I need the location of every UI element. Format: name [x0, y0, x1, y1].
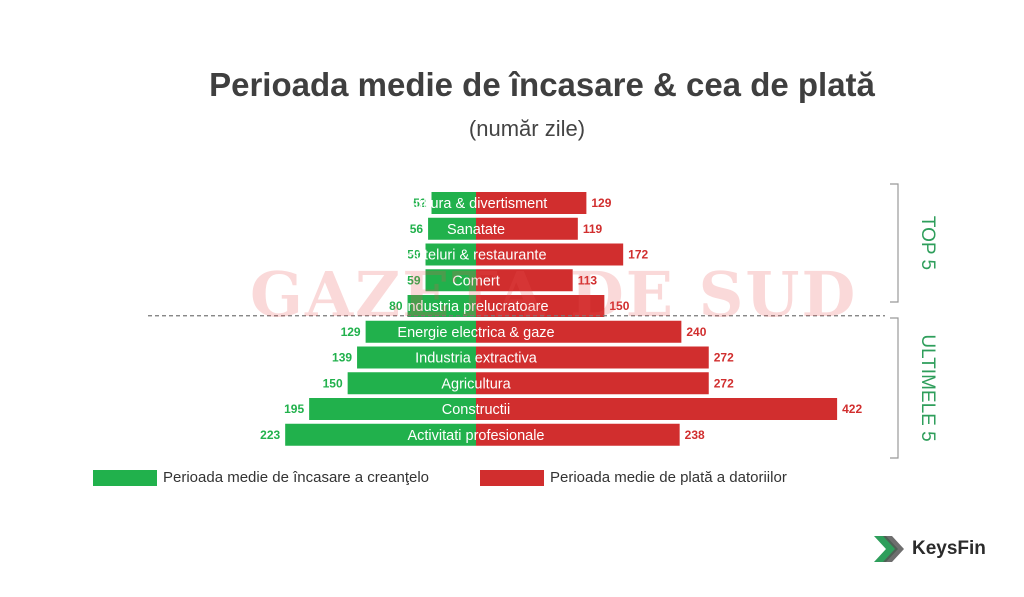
category-label: Cultura & divertisment	[405, 196, 548, 212]
bar-receivables	[407, 295, 476, 317]
data-label-receivables: 59	[407, 273, 421, 287]
bar-receivables	[425, 269, 476, 292]
bar-payables	[476, 295, 605, 317]
data-label-payables: 422	[842, 402, 862, 416]
legend-swatch-payables	[480, 469, 544, 486]
legend-swatch-receivables	[93, 469, 157, 486]
data-label-receivables: 52	[413, 196, 427, 210]
category-label: Activitati profesionale	[407, 428, 544, 444]
legend-item-receivables: Perioada medie de încasare a creanţelo	[93, 469, 429, 486]
keysfin-logo: KeysFin	[872, 534, 986, 564]
category-label: Comert	[452, 273, 500, 289]
data-label-payables: 172	[628, 248, 648, 262]
group-label: TOP 5	[917, 216, 938, 270]
bar-receivables	[309, 398, 476, 420]
keysfin-chevron-icon	[874, 536, 904, 562]
data-label-receivables: 80	[389, 299, 403, 313]
data-label-payables: 240	[686, 325, 706, 339]
data-label-payables: 129	[591, 196, 611, 210]
category-label: Hoteluri & restaurante	[405, 248, 546, 264]
category-label: Sanatate	[447, 222, 505, 238]
bar-payables	[476, 423, 680, 446]
data-label-payables: 119	[583, 222, 603, 236]
bar-payables	[476, 269, 573, 292]
chart-title: Perioada medie de încasare & cea de plat…	[209, 66, 875, 103]
bar-payables	[476, 346, 709, 369]
bar-payables	[476, 372, 709, 395]
data-label-payables: 272	[714, 376, 734, 390]
group-bracket	[890, 317, 899, 459]
bar-receivables	[425, 243, 476, 266]
data-label-payables: 113	[578, 273, 598, 287]
bar-payables	[476, 243, 624, 266]
category-label: Constructii	[442, 402, 511, 418]
data-label-payables: 238	[685, 428, 705, 442]
data-label-receivables: 195	[284, 402, 304, 416]
data-label-receivables: 59	[407, 248, 421, 262]
legend-label-payables: Perioada medie de plată a datoriilor	[550, 469, 787, 486]
data-label-receivables: 56	[410, 222, 424, 236]
logo-text: KeysFin	[912, 538, 986, 559]
chart-subtitle: (număr zile)	[468, 116, 586, 141]
group-bracket	[890, 183, 899, 303]
bar-receivables	[285, 423, 476, 446]
bar-receivables	[365, 320, 476, 343]
data-label-payables: 150	[609, 299, 629, 313]
category-label: Agricultura	[441, 376, 511, 392]
legend-label-receivables: Perioada medie de încasare a creanţelo	[163, 469, 430, 486]
bar-receivables	[431, 192, 476, 214]
bar-payables	[476, 320, 682, 343]
group-label: ULTIMELE 5	[917, 334, 938, 441]
category-label: Industria prelucratoare	[403, 299, 548, 315]
watermark: GAZETA DE SUD	[250, 258, 858, 331]
data-label-receivables: 150	[323, 376, 343, 390]
category-label: Industria extractiva	[415, 351, 538, 367]
data-label-receivables: 223	[260, 428, 280, 442]
bar-payables	[476, 192, 587, 214]
category-label: Energie electrica & gaze	[397, 325, 554, 341]
bar-receivables	[347, 372, 476, 395]
data-label-receivables: 129	[341, 325, 361, 339]
data-label-receivables: 139	[332, 351, 352, 365]
legend-item-payables: Perioada medie de plată a datoriilor	[480, 469, 787, 486]
bar-receivables	[428, 217, 476, 240]
bar-receivables	[357, 346, 476, 369]
data-label-payables: 272	[714, 351, 734, 365]
bar-payables	[476, 398, 838, 420]
bar-payables	[476, 217, 578, 240]
